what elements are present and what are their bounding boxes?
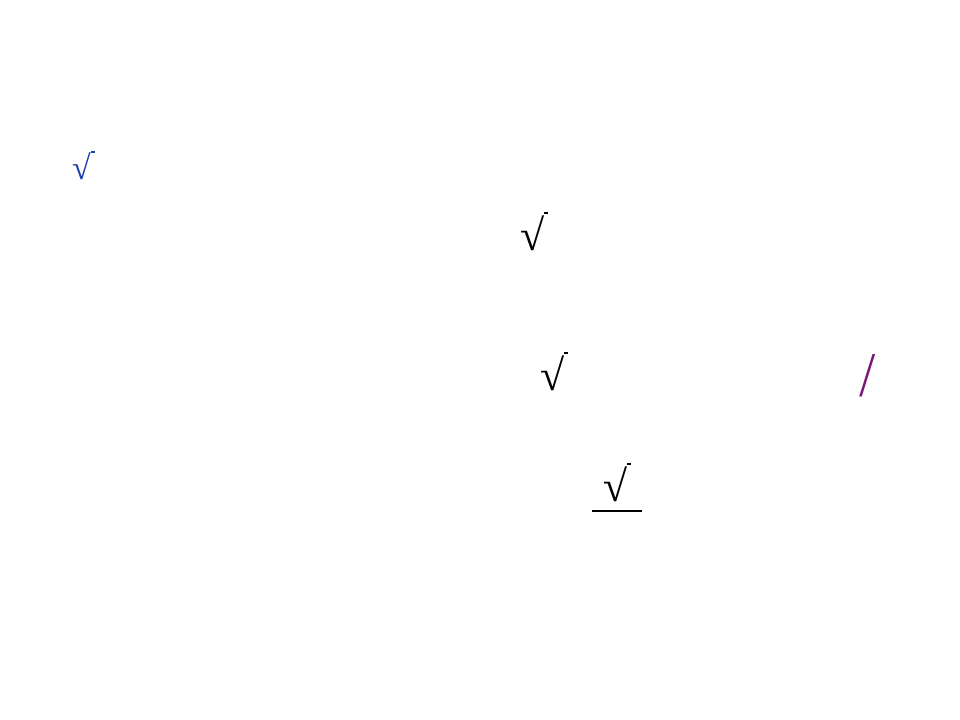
area-formula (520, 90, 538, 154)
divide-by-four: / (858, 334, 876, 408)
eq-line-2: √ (540, 350, 600, 401)
eq-line-1: √ (520, 210, 606, 261)
eq-line-3: √ (570, 460, 642, 512)
diagram-canvas (0, 0, 960, 720)
given-area: √ (70, 150, 97, 188)
